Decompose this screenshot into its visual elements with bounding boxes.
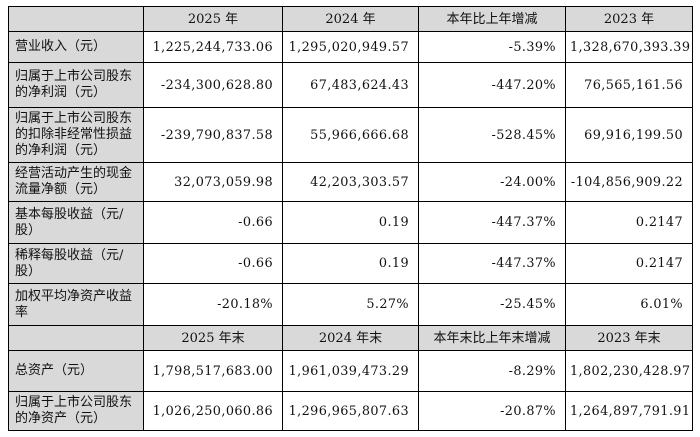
value-2024: 42,203,303.57 (282, 162, 419, 202)
row-label: 加权平均净资产收益 率 (8, 283, 144, 326)
value-yoy: -447.20% (418, 62, 566, 108)
value-2024: 5.27% (282, 283, 419, 326)
header-year-2025: 2025 年 (143, 6, 283, 32)
value-2024: 1,961,039,473.29 (282, 350, 419, 392)
row-label: 基本每股收益（元/ 股） (8, 201, 144, 244)
value-2023: 0.2147 (565, 243, 693, 284)
value-yoy: -20.87% (418, 391, 566, 431)
value-2023: 6.01% (565, 283, 693, 326)
value-2025: -0.66 (143, 201, 283, 244)
value-2023: 0.2147 (565, 201, 693, 244)
value-yoy: -25.45% (418, 283, 566, 326)
value-yoy: -5.39% (418, 31, 566, 63)
header-year-end-change: 本年末比上年末增减 (418, 325, 566, 351)
value-2024: 67,483,624.43 (282, 62, 419, 108)
value-2023: 1,328,670,393.39 (565, 31, 693, 63)
value-2024: 55,966,666.68 (282, 107, 419, 163)
key-financials-table: 2025 年 2024 年 本年比上年增减 2023 年 营业收入（元） 1,2… (8, 6, 693, 431)
value-2024: 1,295,020,949.57 (282, 31, 419, 63)
table-row-weighted-avg-roe: 加权平均净资产收益 率 -20.18% 5.27% -25.45% 6.01% (8, 283, 693, 326)
table-row-basic-eps: 基本每股收益（元/ 股） -0.66 0.19 -447.37% 0.2147 (8, 201, 693, 244)
table-row-diluted-eps: 稀释每股收益（元/ 股） -0.66 0.19 -447.37% 0.2147 (8, 243, 693, 284)
row-label: 归属于上市公司股东 的净资产（元） (8, 391, 144, 431)
value-2023: 1,802,230,428.97 (565, 350, 693, 392)
header-year-end-2025: 2025 年末 (143, 325, 283, 351)
value-2025: -20.18% (143, 283, 283, 326)
table-row-operating-cash-flow: 经营活动产生的现金 流量净额（元） 32,073,059.98 42,203,3… (8, 162, 693, 202)
value-2024: 1,296,965,807.63 (282, 391, 419, 431)
header-year-end-2024: 2024 年末 (282, 325, 419, 351)
value-2023: 1,264,897,791.91 (565, 391, 693, 431)
value-2025: 32,073,059.98 (143, 162, 283, 202)
row-label: 总资产（元） (8, 350, 144, 392)
header-yoy-change: 本年比上年增减 (418, 6, 566, 32)
value-2024: 0.19 (282, 201, 419, 244)
value-2023: 69,916,199.50 (565, 107, 693, 163)
value-yoy: -447.37% (418, 201, 566, 244)
header-year-2023: 2023 年 (565, 6, 693, 32)
header-year-2024: 2024 年 (282, 6, 419, 32)
value-2023: -104,856,909.22 (565, 162, 693, 202)
period-header-row: 2025 年 2024 年 本年比上年增减 2023 年 (8, 6, 693, 32)
table-row-total-assets: 总资产（元） 1,798,517,683.00 1,961,039,473.29… (8, 350, 693, 392)
value-2025: 1,798,517,683.00 (143, 350, 283, 392)
value-2025: -239,790,837.58 (143, 107, 283, 163)
table-row-operating-revenue: 营业收入（元） 1,225,244,733.06 1,295,020,949.5… (8, 31, 693, 63)
table-row-net-profit-excl-nonrecurring: 归属于上市公司股东 的扣除非经常性损益 的净利润（元） -239,790,837… (8, 107, 693, 163)
value-2025: 1,225,244,733.06 (143, 31, 283, 63)
row-label: 经营活动产生的现金 流量净额（元） (8, 162, 144, 202)
value-2023: 76,565,161.56 (565, 62, 693, 108)
header-blank-cell (8, 6, 144, 32)
value-2025: 1,026,250,060.86 (143, 391, 283, 431)
value-yoy: -447.37% (418, 243, 566, 284)
value-2025: -0.66 (143, 243, 283, 284)
value-2025: -234,300,628.80 (143, 62, 283, 108)
value-yoy: -8.29% (418, 350, 566, 392)
value-2024: 0.19 (282, 243, 419, 284)
header-year-end-2023: 2023 年末 (565, 325, 693, 351)
table-row-net-assets: 归属于上市公司股东 的净资产（元） 1,026,250,060.86 1,296… (8, 391, 693, 431)
header-blank-cell (8, 325, 144, 351)
row-label: 营业收入（元） (8, 31, 144, 63)
row-label: 归属于上市公司股东 的扣除非经常性损益 的净利润（元） (8, 107, 144, 163)
value-yoy: -528.45% (418, 107, 566, 163)
table-row-net-profit: 归属于上市公司股东 的净利润（元） -234,300,628.80 67,483… (8, 62, 693, 108)
value-yoy: -24.00% (418, 162, 566, 202)
period-end-header-row: 2025 年末 2024 年末 本年末比上年末增减 2023 年末 (8, 325, 693, 351)
row-label: 归属于上市公司股东 的净利润（元） (8, 62, 144, 108)
row-label: 稀释每股收益（元/ 股） (8, 243, 144, 284)
